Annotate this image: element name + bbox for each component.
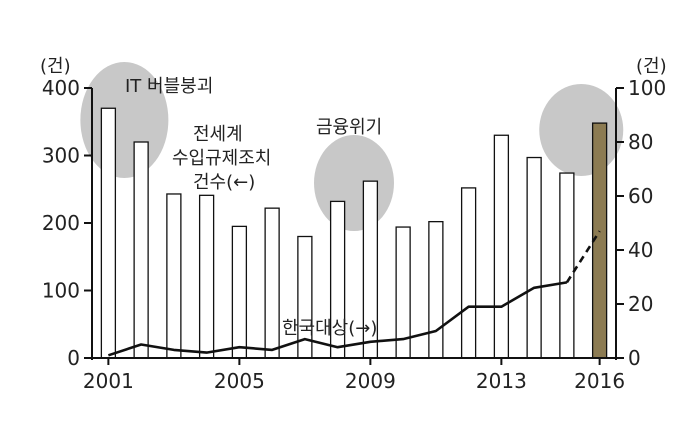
- tick-layer: 0 100 200 300 400 0 20 40 60 80 100 2001 2005 2009 201…: [42, 76, 666, 393]
- annotation-financial-crisis: 금융위기: [316, 117, 382, 138]
- bar: [264, 207, 280, 359]
- x-tick-label: 2005: [214, 369, 265, 393]
- left-tick-label: 100: [42, 279, 80, 303]
- left-axis-unit: (건): [40, 56, 71, 77]
- annotation-world-line2: 수입규제조치: [172, 148, 271, 169]
- left-tick-label: 300: [42, 144, 80, 168]
- bar: [526, 156, 542, 359]
- right-tick-label: 80: [628, 130, 653, 154]
- line-series-korea-dashed: [565, 230, 601, 284]
- bar: [100, 107, 117, 359]
- annotation-world-line3: 건수(←): [193, 172, 255, 193]
- bar: [133, 141, 149, 359]
- highlight-2016: [539, 84, 624, 176]
- annotation-it-bubble: IT 버블붕괴: [125, 76, 213, 97]
- x-tick-label: 2001: [83, 369, 134, 393]
- annotation-korea: 한국대상(→): [282, 318, 377, 339]
- line-layer: [107, 230, 601, 357]
- right-tick-label: 20: [628, 292, 653, 316]
- highlight-financial-crisis: [314, 135, 394, 231]
- line-series-korea: [107, 281, 568, 357]
- bar: [493, 134, 510, 359]
- bar: [428, 220, 444, 359]
- x-tick-label: 2016: [574, 369, 625, 393]
- bar: [231, 225, 248, 359]
- x-tick-label: 2009: [345, 369, 396, 393]
- right-tick-label: 40: [628, 238, 653, 262]
- right-axis-unit: (건): [636, 56, 667, 77]
- right-tick-label: 100: [628, 76, 666, 100]
- right-tick-label: 0: [628, 346, 641, 370]
- x-tick-label: 2013: [476, 369, 527, 393]
- bar: [166, 193, 182, 359]
- annotation-world-line1: 전세계: [193, 124, 243, 145]
- bar: [198, 194, 215, 359]
- left-tick-label: 200: [42, 211, 80, 235]
- left-tick-label: 400: [42, 76, 80, 100]
- bar: [559, 172, 575, 359]
- left-tick-label: 0: [67, 346, 80, 370]
- right-tick-label: 60: [628, 184, 653, 208]
- bar: [460, 187, 477, 359]
